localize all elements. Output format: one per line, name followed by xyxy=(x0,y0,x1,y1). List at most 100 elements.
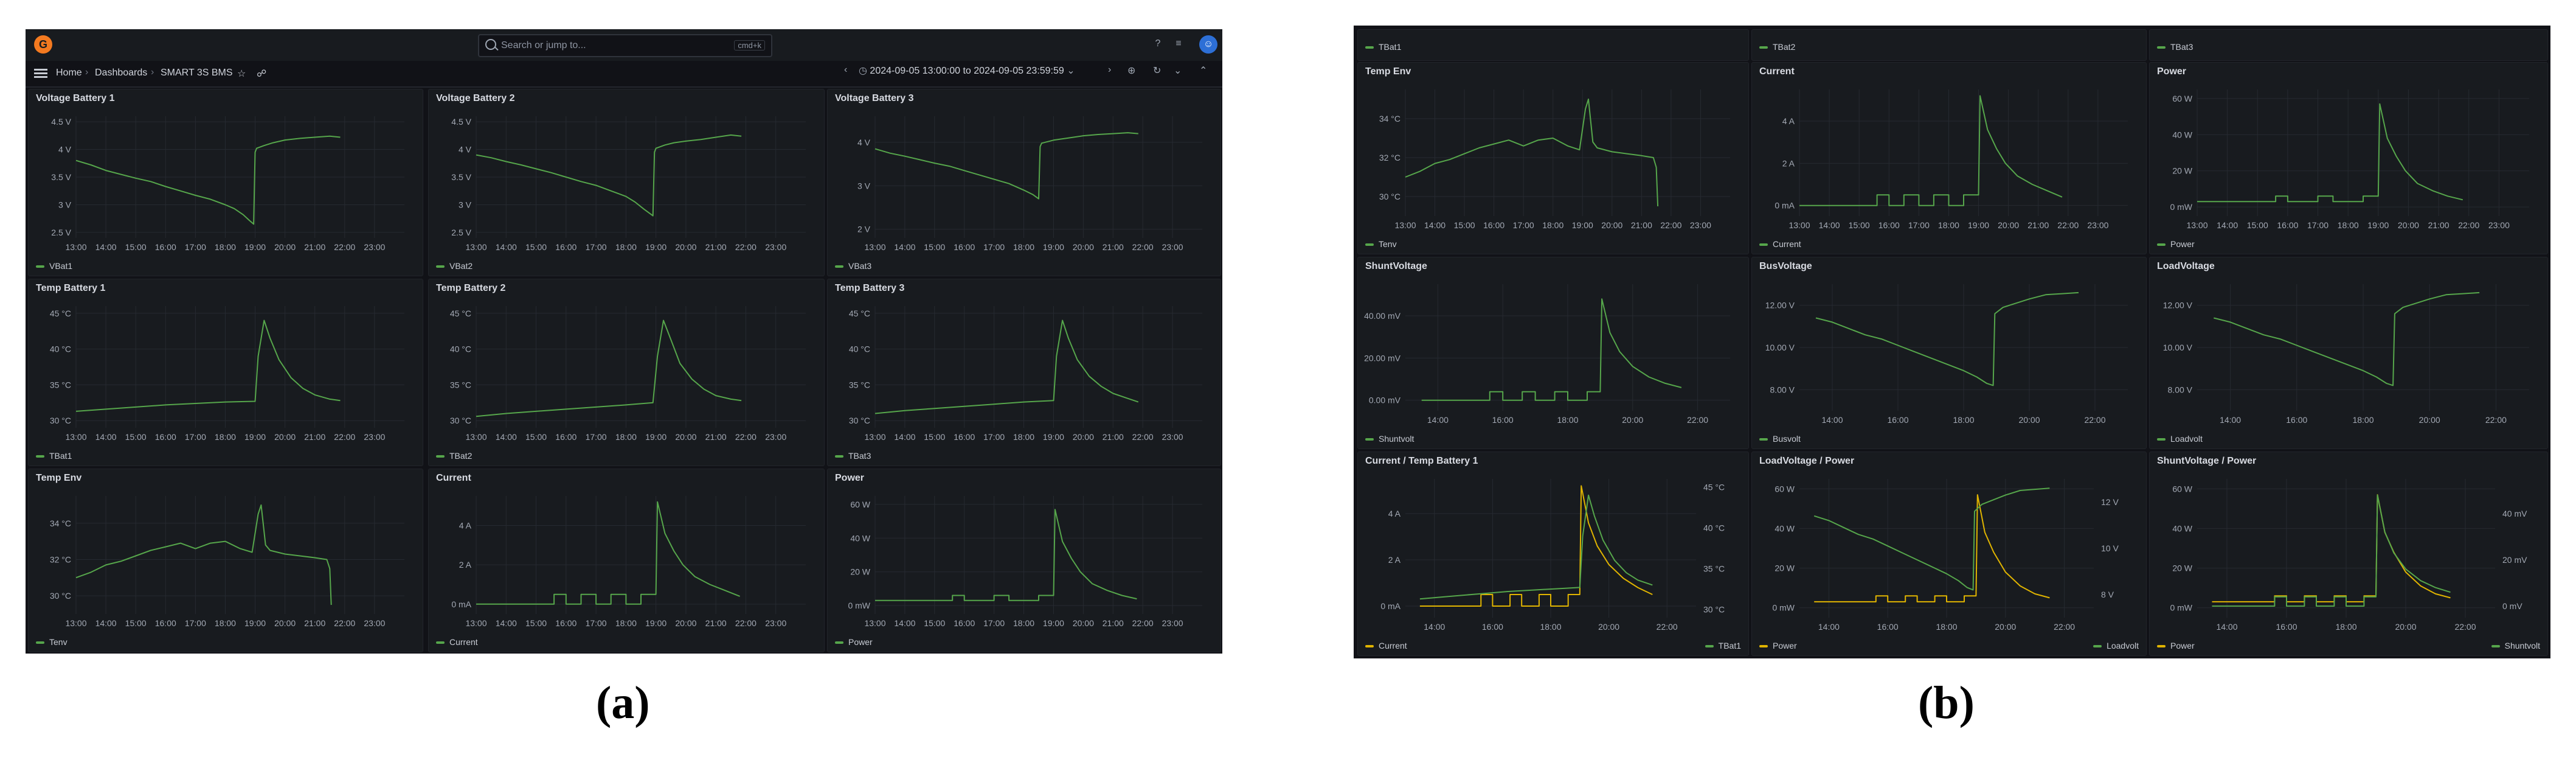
search-input[interactable]: Search or jump to... cmd+k xyxy=(478,34,772,57)
legend-item[interactable]: TBat1 xyxy=(1705,641,1741,651)
menu-icon[interactable] xyxy=(34,67,47,79)
legend-label: TBat3 xyxy=(2170,42,2193,52)
legend-item[interactable]: Power xyxy=(835,637,873,647)
panel-shuntvoltage[interactable]: ShuntVoltage 0.00 mV 20.00 mV 40.00 mV 14:00… xyxy=(1357,257,1749,449)
legend-label: TBat1 xyxy=(1718,641,1741,651)
panel-title: Voltage Battery 1 xyxy=(36,93,115,103)
legend-label: Tenv xyxy=(1379,239,1397,249)
x-tick-label: 14:00 xyxy=(2220,415,2241,425)
panel-current[interactable]: Current 0 mA 2 A 4 A 13:00 14:00 15:00 16:00 17:… xyxy=(1751,62,2147,254)
x-tick-label: 16:00 xyxy=(555,432,576,442)
x-tick-label: 22:00 xyxy=(1132,432,1154,442)
x-tick-label: 22:00 xyxy=(735,242,757,252)
legend-item[interactable]: TBat3 xyxy=(2157,42,2193,52)
legend-item[interactable]: Shuntvolt xyxy=(1365,434,1414,444)
legend-swatch xyxy=(2491,645,2500,648)
panel-voltage-battery-2[interactable]: Voltage Battery 2 2.5 V 3 V 3.5 V 4 V 4.5 V 13… xyxy=(428,89,825,276)
user-avatar[interactable]: ☺ xyxy=(1199,35,1217,54)
legend-item[interactable]: VBat2 xyxy=(436,261,473,271)
x-tick-label: 23:00 xyxy=(1162,618,1183,628)
time-back-icon[interactable]: ‹ xyxy=(844,65,848,75)
legend-label: Current xyxy=(1379,641,1407,651)
news-icon[interactable]: ≡ xyxy=(1175,38,1182,49)
panel-current[interactable]: Current 0 mA 2 A 4 A 13:00 14:00 15:00 16:00 17:… xyxy=(428,469,825,652)
legend-item[interactable]: TBat1 xyxy=(1365,42,1401,52)
legend-item[interactable]: Tenv xyxy=(1365,239,1397,249)
x-tick-label: 20:00 xyxy=(2398,220,2419,230)
panel-power[interactable]: Power 0 mW 20 W 40 W 60 W 13:00 14:00 15:00 16:0… xyxy=(827,469,1221,652)
legend-item[interactable]: TBat2 xyxy=(436,451,472,461)
x-tick-label: 13:00 xyxy=(465,432,486,442)
panel-title: Temp Battery 3 xyxy=(835,283,905,293)
x-tick-label: 22:00 xyxy=(2458,220,2479,230)
legend-item[interactable]: VBat1 xyxy=(36,261,72,271)
panel-power[interactable]: Power 0 mW 20 W 40 W 60 W 13:00 14:00 15:00 16:0… xyxy=(2149,62,2548,254)
panel-temp-env[interactable]: Temp Env 30 °C 32 °C 34 °C 13:00 14:00 15:00 16… xyxy=(1357,62,1749,254)
legend-item[interactable]: Power xyxy=(1759,641,1797,651)
y-tick-label: 45 °C xyxy=(450,309,471,318)
panel-voltage-battery-3[interactable]: Voltage Battery 3 2 V 3 V 4 V 13:00 14:00 15:0… xyxy=(827,89,1221,276)
panel-loadvoltage[interactable]: LoadVoltage 8.00 V 10.00 V 12.00 V 14:00 16:0… xyxy=(2149,257,2548,449)
refresh-icon[interactable]: ↻ xyxy=(1153,66,1162,76)
breadcrumb-dashboard-title: SMART 3S BMS xyxy=(161,68,233,78)
x-tick-label: 18:00 xyxy=(1936,622,1957,632)
panel-busvoltage[interactable]: BusVoltage 8.00 V 10.00 V 12.00 V 14:00 16:00… xyxy=(1751,257,2147,449)
x-tick-label: 17:00 xyxy=(586,242,607,252)
x-tick-label: 19:00 xyxy=(645,242,667,252)
x-tick-label: 13:00 xyxy=(864,618,885,628)
collapse-icon[interactable]: ⌃ xyxy=(1199,66,1208,76)
legend-item[interactable]: Tenv xyxy=(36,637,68,647)
time-range-value: 2024-09-05 13:00:00 to 2024-09-05 23:59:… xyxy=(870,66,1064,76)
y-tick-label: 2 V xyxy=(857,225,871,234)
x-tick-label: 22:00 xyxy=(334,618,355,628)
refresh-interval-icon[interactable]: ⌄ xyxy=(1174,66,1182,76)
series-line-tenv xyxy=(1405,99,1659,207)
x-tick-label: 22:00 xyxy=(2485,415,2507,425)
x-tick-label: 18:00 xyxy=(2338,220,2359,230)
share-icon[interactable]: ☍ xyxy=(257,69,267,79)
legend-item[interactable]: Power xyxy=(2157,641,2195,651)
panel-temp-battery-2[interactable]: Temp Battery 2 30 °C 35 °C 40 °C 45 °C 13:00 1… xyxy=(428,279,825,466)
y-tick-label: 4 A xyxy=(1388,509,1401,518)
star-icon[interactable]: ☆ xyxy=(237,69,246,79)
legend-item[interactable]: Loadvolt xyxy=(2093,641,2139,651)
legend-item[interactable]: TBat3 xyxy=(835,451,871,461)
legend-label: Loadvolt xyxy=(2107,641,2139,651)
x-tick-label: 20:00 xyxy=(274,242,296,252)
help-icon[interactable]: ? xyxy=(1155,38,1161,49)
x-tick-label: 13:00 xyxy=(1788,220,1810,230)
y-tick-label: 60 W xyxy=(1774,484,1795,494)
legend-item[interactable]: Current xyxy=(436,637,478,647)
chart-plot: 0.00 mV 20.00 mV 40.00 mV 14:00 16:00 18:00 20… xyxy=(1364,284,1730,425)
time-forward-icon[interactable]: › xyxy=(1108,65,1112,75)
legend-item[interactable]: Shuntvolt xyxy=(2491,641,2540,651)
panel-temp-battery-1[interactable]: Temp Battery 1 30 °C 35 °C 40 °C 45 °C 13:00 1… xyxy=(28,279,423,466)
time-range-picker[interactable]: ◷ 2024-09-05 13:00:00 to 2024-09-05 23:5… xyxy=(859,65,1075,82)
legend-item[interactable]: VBat3 xyxy=(835,261,871,271)
panel-current-temp-battery-1[interactable]: Current / Temp Battery 1 0 mA 2 A 4 A 30 °C 3… xyxy=(1357,452,1749,656)
legend-item[interactable]: Current xyxy=(1365,641,1407,651)
breadcrumb-home[interactable]: Home xyxy=(56,68,82,78)
x-tick-label: 21:00 xyxy=(705,242,727,252)
breadcrumb-dashboards[interactable]: Dashboards xyxy=(95,68,148,78)
grafana-logo-icon[interactable]: G xyxy=(34,35,52,54)
panel-temp-battery-3[interactable]: Temp Battery 3 30 °C 35 °C 40 °C 45 °C 13:00 1… xyxy=(827,279,1221,466)
legend-item[interactable]: Current xyxy=(1759,239,1801,249)
legend-item[interactable]: TBat1 xyxy=(36,451,72,461)
legend-item[interactable]: TBat2 xyxy=(1759,42,1795,52)
y-tick-label: 35 °C xyxy=(50,380,71,389)
panel-voltage-battery-1[interactable]: Voltage Battery 1 2.5 V 3 V 3.5 V 4 V 4.5 V 13… xyxy=(28,89,423,276)
panel-temp-env[interactable]: Temp Env 30 °C 32 °C 34 °C 13:00 14:00 15:00 16… xyxy=(28,469,423,652)
x-tick-label: 13:00 xyxy=(65,618,86,628)
dashboard-screenshot-a: G Search or jump to... cmd+k ? ≡ ☺ Home … xyxy=(26,29,1222,654)
legend-item[interactable]: Power xyxy=(2157,239,2195,249)
panel-shuntvoltage-power[interactable]: ShuntVoltage / Power 0 mW 20 W 40 W 60 W 0 mV… xyxy=(2149,452,2548,656)
chart-plot: 2 V 3 V 4 V 13:00 14:00 15:00 16:00 17:00 18:00 1… xyxy=(857,116,1202,252)
x-tick-label: 17:00 xyxy=(2307,220,2328,230)
legend-item[interactable]: Busvolt xyxy=(1759,434,1801,444)
dashboard-toolbar: Home › Dashboards › SMART 3S BMS ☆ ☍ ‹ ◷… xyxy=(26,61,1222,88)
panel-loadvoltage-power[interactable]: LoadVoltage / Power 0 mW 20 W 40 W 60 W 8 V 10… xyxy=(1751,452,2147,656)
zoom-out-icon[interactable]: ⊕ xyxy=(1127,66,1136,76)
y-tick-label: 2.5 V xyxy=(51,228,71,237)
legend-item[interactable]: Loadvolt xyxy=(2157,434,2203,444)
